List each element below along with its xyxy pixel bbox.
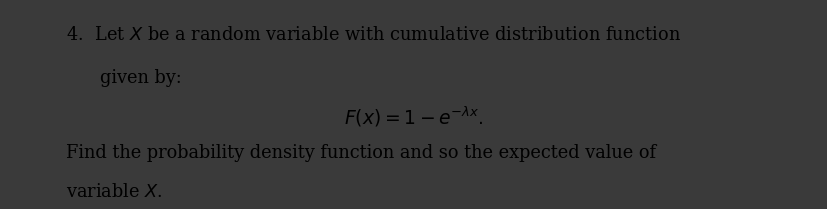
Text: Find the probability density function and so the expected value of: Find the probability density function an… <box>66 144 655 162</box>
Text: given by:: given by: <box>100 69 182 87</box>
Text: $F(x) = 1 - e^{-\lambda x}.$: $F(x) = 1 - e^{-\lambda x}.$ <box>344 104 483 129</box>
Text: variable $X$.: variable $X$. <box>66 183 162 201</box>
Text: 4.  Let $X$ be a random variable with cumulative distribution function: 4. Let $X$ be a random variable with cum… <box>66 26 680 44</box>
